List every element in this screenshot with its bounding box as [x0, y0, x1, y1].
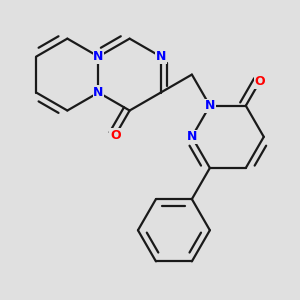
Text: N: N — [93, 86, 104, 99]
Text: O: O — [254, 75, 265, 88]
Text: N: N — [156, 50, 166, 63]
Text: N: N — [205, 99, 215, 112]
Text: N: N — [93, 50, 104, 63]
Text: N: N — [187, 130, 197, 143]
Text: O: O — [110, 129, 121, 142]
